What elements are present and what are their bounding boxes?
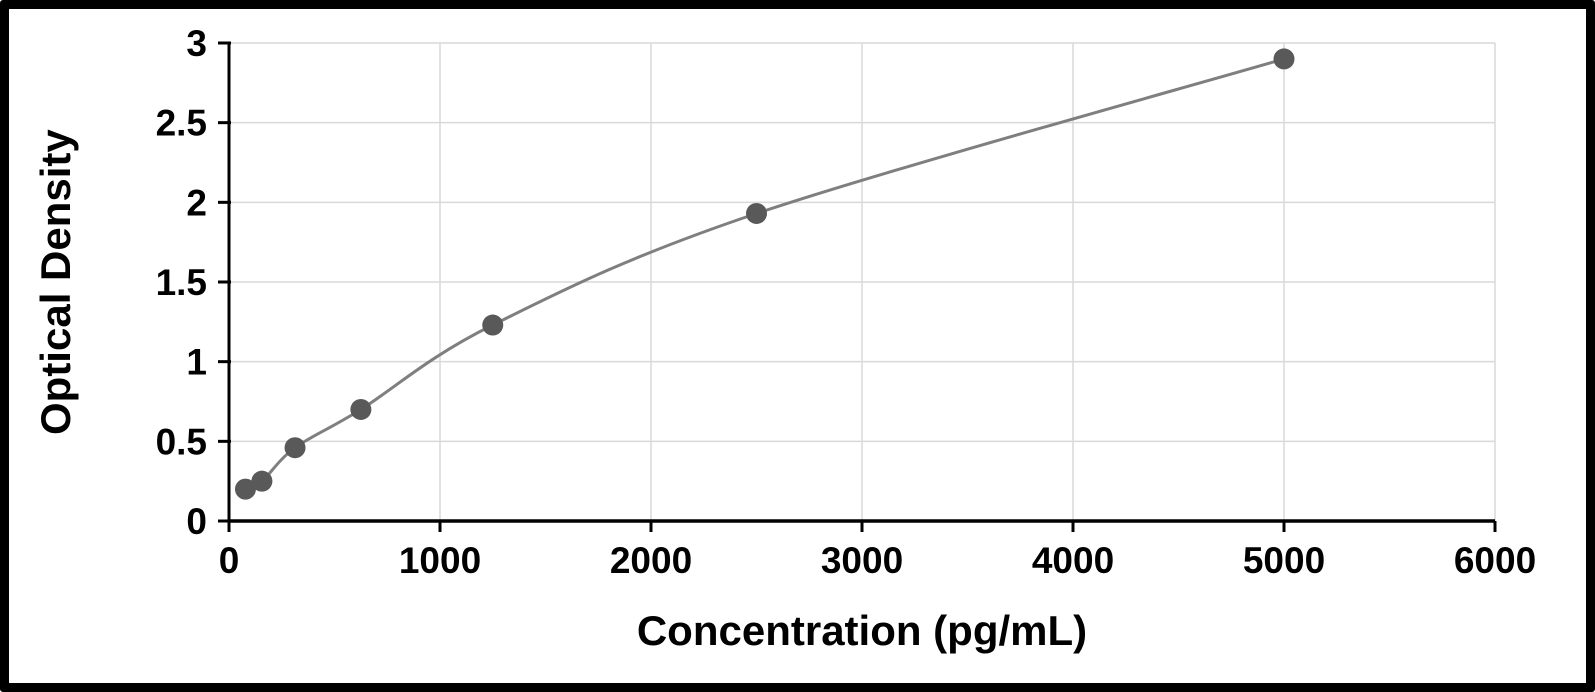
data-point bbox=[482, 314, 504, 336]
standard-curve-chart: 0 0.5 1 1.5 2 2.5 3 0 1000 2000 3000 4000 5000 6000 bbox=[156, 23, 1537, 581]
y-tick-label: 1.5 bbox=[156, 262, 207, 303]
tick-marks bbox=[218, 41, 1497, 532]
x-tick-label: 5000 bbox=[1243, 540, 1325, 581]
y-tick-label: 3 bbox=[186, 23, 207, 64]
x-tick-label: 4000 bbox=[1032, 540, 1114, 581]
data-points bbox=[234, 48, 1295, 500]
data-point bbox=[251, 470, 273, 492]
data-point bbox=[1273, 48, 1295, 70]
data-point bbox=[350, 398, 372, 420]
y-tick-label: 2.5 bbox=[156, 103, 207, 144]
data-point bbox=[746, 202, 767, 224]
x-tick-label: 0 bbox=[219, 540, 240, 581]
tick-labels: 0 0.5 1 1.5 2 2.5 3 0 1000 2000 3000 4000 5000 6000 bbox=[156, 23, 1537, 581]
y-tick-label: 0 bbox=[186, 501, 207, 542]
data-point bbox=[234, 478, 256, 500]
data-point bbox=[284, 437, 306, 459]
x-axis-title: Concentration (pg/mL) bbox=[636, 607, 1088, 654]
y-tick-label: 2 bbox=[186, 182, 207, 223]
standard-curve-line bbox=[244, 57, 1285, 491]
y-axis-title: Optical Density bbox=[32, 129, 79, 435]
y-tick-label: 1 bbox=[186, 342, 207, 383]
x-tick-label: 6000 bbox=[1454, 540, 1536, 581]
y-tick-label: 0.5 bbox=[156, 421, 207, 462]
gridlines bbox=[228, 42, 1496, 522]
x-tick-label: 1000 bbox=[399, 540, 481, 581]
x-tick-label: 2000 bbox=[610, 540, 692, 581]
x-tick-label: 3000 bbox=[821, 540, 903, 581]
